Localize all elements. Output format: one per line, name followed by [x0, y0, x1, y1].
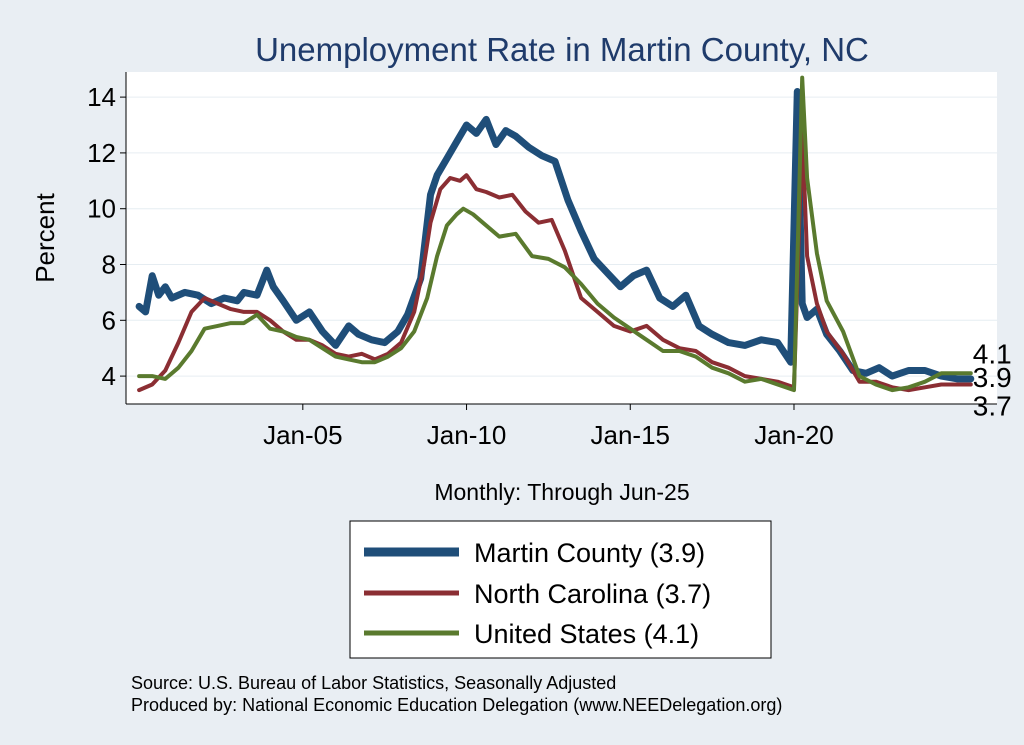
- series-line-nc: [137, 128, 973, 393]
- x-tick-label: Jan-15: [591, 420, 671, 450]
- series-lines: [135, 75, 975, 393]
- producer-line: Produced by: National Economic Education…: [131, 695, 783, 715]
- y-axis-label: Percent: [30, 192, 60, 282]
- series-line-us: [137, 75, 973, 393]
- x-tick-label: Jan-10: [427, 420, 507, 450]
- source-line: Source: U.S. Bureau of Labor Statistics,…: [131, 673, 617, 693]
- y-tick-label: 14: [87, 82, 116, 112]
- y-tick-label: 12: [87, 138, 116, 168]
- series-line-martin: [135, 88, 975, 383]
- x-axis-ticks: Jan-05 Jan-10 Jan-15 Jan-20: [263, 404, 834, 450]
- x-tick-label: Jan-20: [754, 420, 834, 450]
- source-note: Source: U.S. Bureau of Labor Statistics,…: [131, 672, 782, 716]
- x-axis-label: Monthly: Through Jun-25: [434, 479, 689, 505]
- end-label-martin: 3.9: [973, 362, 1012, 393]
- y-tick-label: 4: [102, 361, 116, 391]
- legend-box: [349, 520, 772, 659]
- y-axis-ticks: 4 6 8 10 12 14: [87, 82, 126, 391]
- chart-title: Unemployment Rate in Martin County, NC: [255, 31, 869, 68]
- legend-label-us: United States (4.1): [474, 619, 699, 649]
- end-label-us: 4.1: [973, 338, 1012, 369]
- y-tick-label: 6: [102, 305, 116, 335]
- end-label-nc: 3.7: [973, 390, 1012, 421]
- legend: Martin County (3.9) North Carolina (3.7)…: [349, 520, 772, 659]
- legend-label-martin: Martin County (3.9): [474, 538, 705, 568]
- y-tick-label: 10: [87, 194, 116, 224]
- x-tick-label: Jan-05: [263, 420, 343, 450]
- y-tick-label: 8: [102, 250, 116, 280]
- legend-label-nc: North Carolina (3.7): [474, 579, 711, 609]
- end-value-labels: 4.13.93.7: [973, 338, 1012, 421]
